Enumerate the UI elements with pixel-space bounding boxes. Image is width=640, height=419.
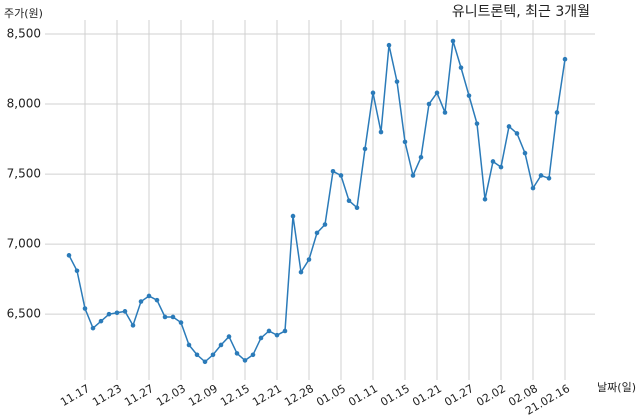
point (410, 173, 416, 178)
x-tick-label: 11.17 (58, 382, 92, 409)
point (522, 150, 528, 156)
point (234, 351, 240, 356)
point (546, 175, 552, 181)
point (514, 131, 520, 136)
point (370, 90, 376, 96)
point (226, 334, 232, 339)
point (466, 93, 472, 98)
point (386, 42, 392, 48)
point (330, 168, 336, 174)
point (562, 56, 568, 62)
point (362, 146, 368, 152)
point (290, 213, 296, 219)
point (162, 314, 168, 320)
point (506, 124, 512, 129)
point (282, 328, 288, 334)
point (530, 185, 536, 191)
point (346, 198, 352, 204)
point (442, 110, 448, 115)
point (98, 318, 104, 324)
point (306, 257, 312, 262)
x-tick-label: 12.28 (282, 382, 316, 409)
point (258, 335, 264, 341)
y-axis-label: 주가(원) (4, 7, 43, 20)
point (66, 253, 72, 258)
point (250, 352, 256, 358)
point (266, 328, 272, 334)
point (202, 359, 208, 365)
point (426, 101, 432, 107)
point (274, 332, 280, 338)
point (114, 310, 120, 316)
point (90, 325, 96, 331)
point (146, 293, 152, 299)
point (482, 196, 488, 202)
point (490, 159, 496, 164)
point (394, 79, 400, 84)
x-tick-label: 01.11 (346, 382, 380, 409)
point (154, 297, 160, 303)
x-tick-label: 01.15 (378, 382, 412, 409)
x-tick-label: 12.21 (250, 382, 284, 409)
x-tick-label: 01.27 (442, 382, 476, 409)
x-axis-label: 날짜(일) (597, 380, 636, 394)
point (138, 299, 144, 304)
x-tick-label: 11.27 (122, 382, 156, 409)
y-tick-label: 7,500 (7, 167, 41, 181)
y-tick-label: 6,500 (7, 307, 41, 321)
point (474, 121, 480, 126)
point (450, 38, 456, 44)
point (242, 358, 248, 363)
point (322, 222, 328, 227)
x-tick-label: 01.05 (314, 382, 348, 409)
point (82, 306, 88, 311)
x-tick-label: 12.15 (218, 382, 252, 409)
point (402, 139, 408, 145)
point (218, 342, 224, 348)
point (434, 90, 440, 96)
point (418, 154, 424, 160)
point (74, 268, 80, 274)
point (130, 323, 136, 328)
point (178, 320, 184, 325)
y-tick-label: 8,500 (7, 27, 41, 41)
point (458, 65, 464, 70)
point (106, 311, 112, 317)
point (554, 110, 560, 115)
x-tick-label: 12.03 (154, 382, 188, 409)
point (378, 129, 384, 135)
x-tick-label: 11.23 (90, 382, 124, 409)
point (186, 342, 192, 348)
chart-title: 유니트론텍, 최근 3개월 (452, 4, 590, 20)
y-tick-label: 7,000 (7, 237, 41, 251)
point (210, 352, 216, 358)
x-tick-label: 02.02 (474, 382, 508, 409)
point (298, 269, 304, 275)
point (122, 309, 128, 314)
point (354, 205, 360, 211)
point (314, 230, 320, 236)
x-tick-label: 01.21 (410, 382, 444, 409)
point (170, 314, 176, 320)
point (538, 173, 544, 178)
point (498, 164, 504, 170)
point (194, 352, 200, 358)
x-tick-label: 12.09 (186, 382, 220, 409)
y-tick-label: 8,000 (7, 97, 41, 111)
point (338, 173, 344, 178)
